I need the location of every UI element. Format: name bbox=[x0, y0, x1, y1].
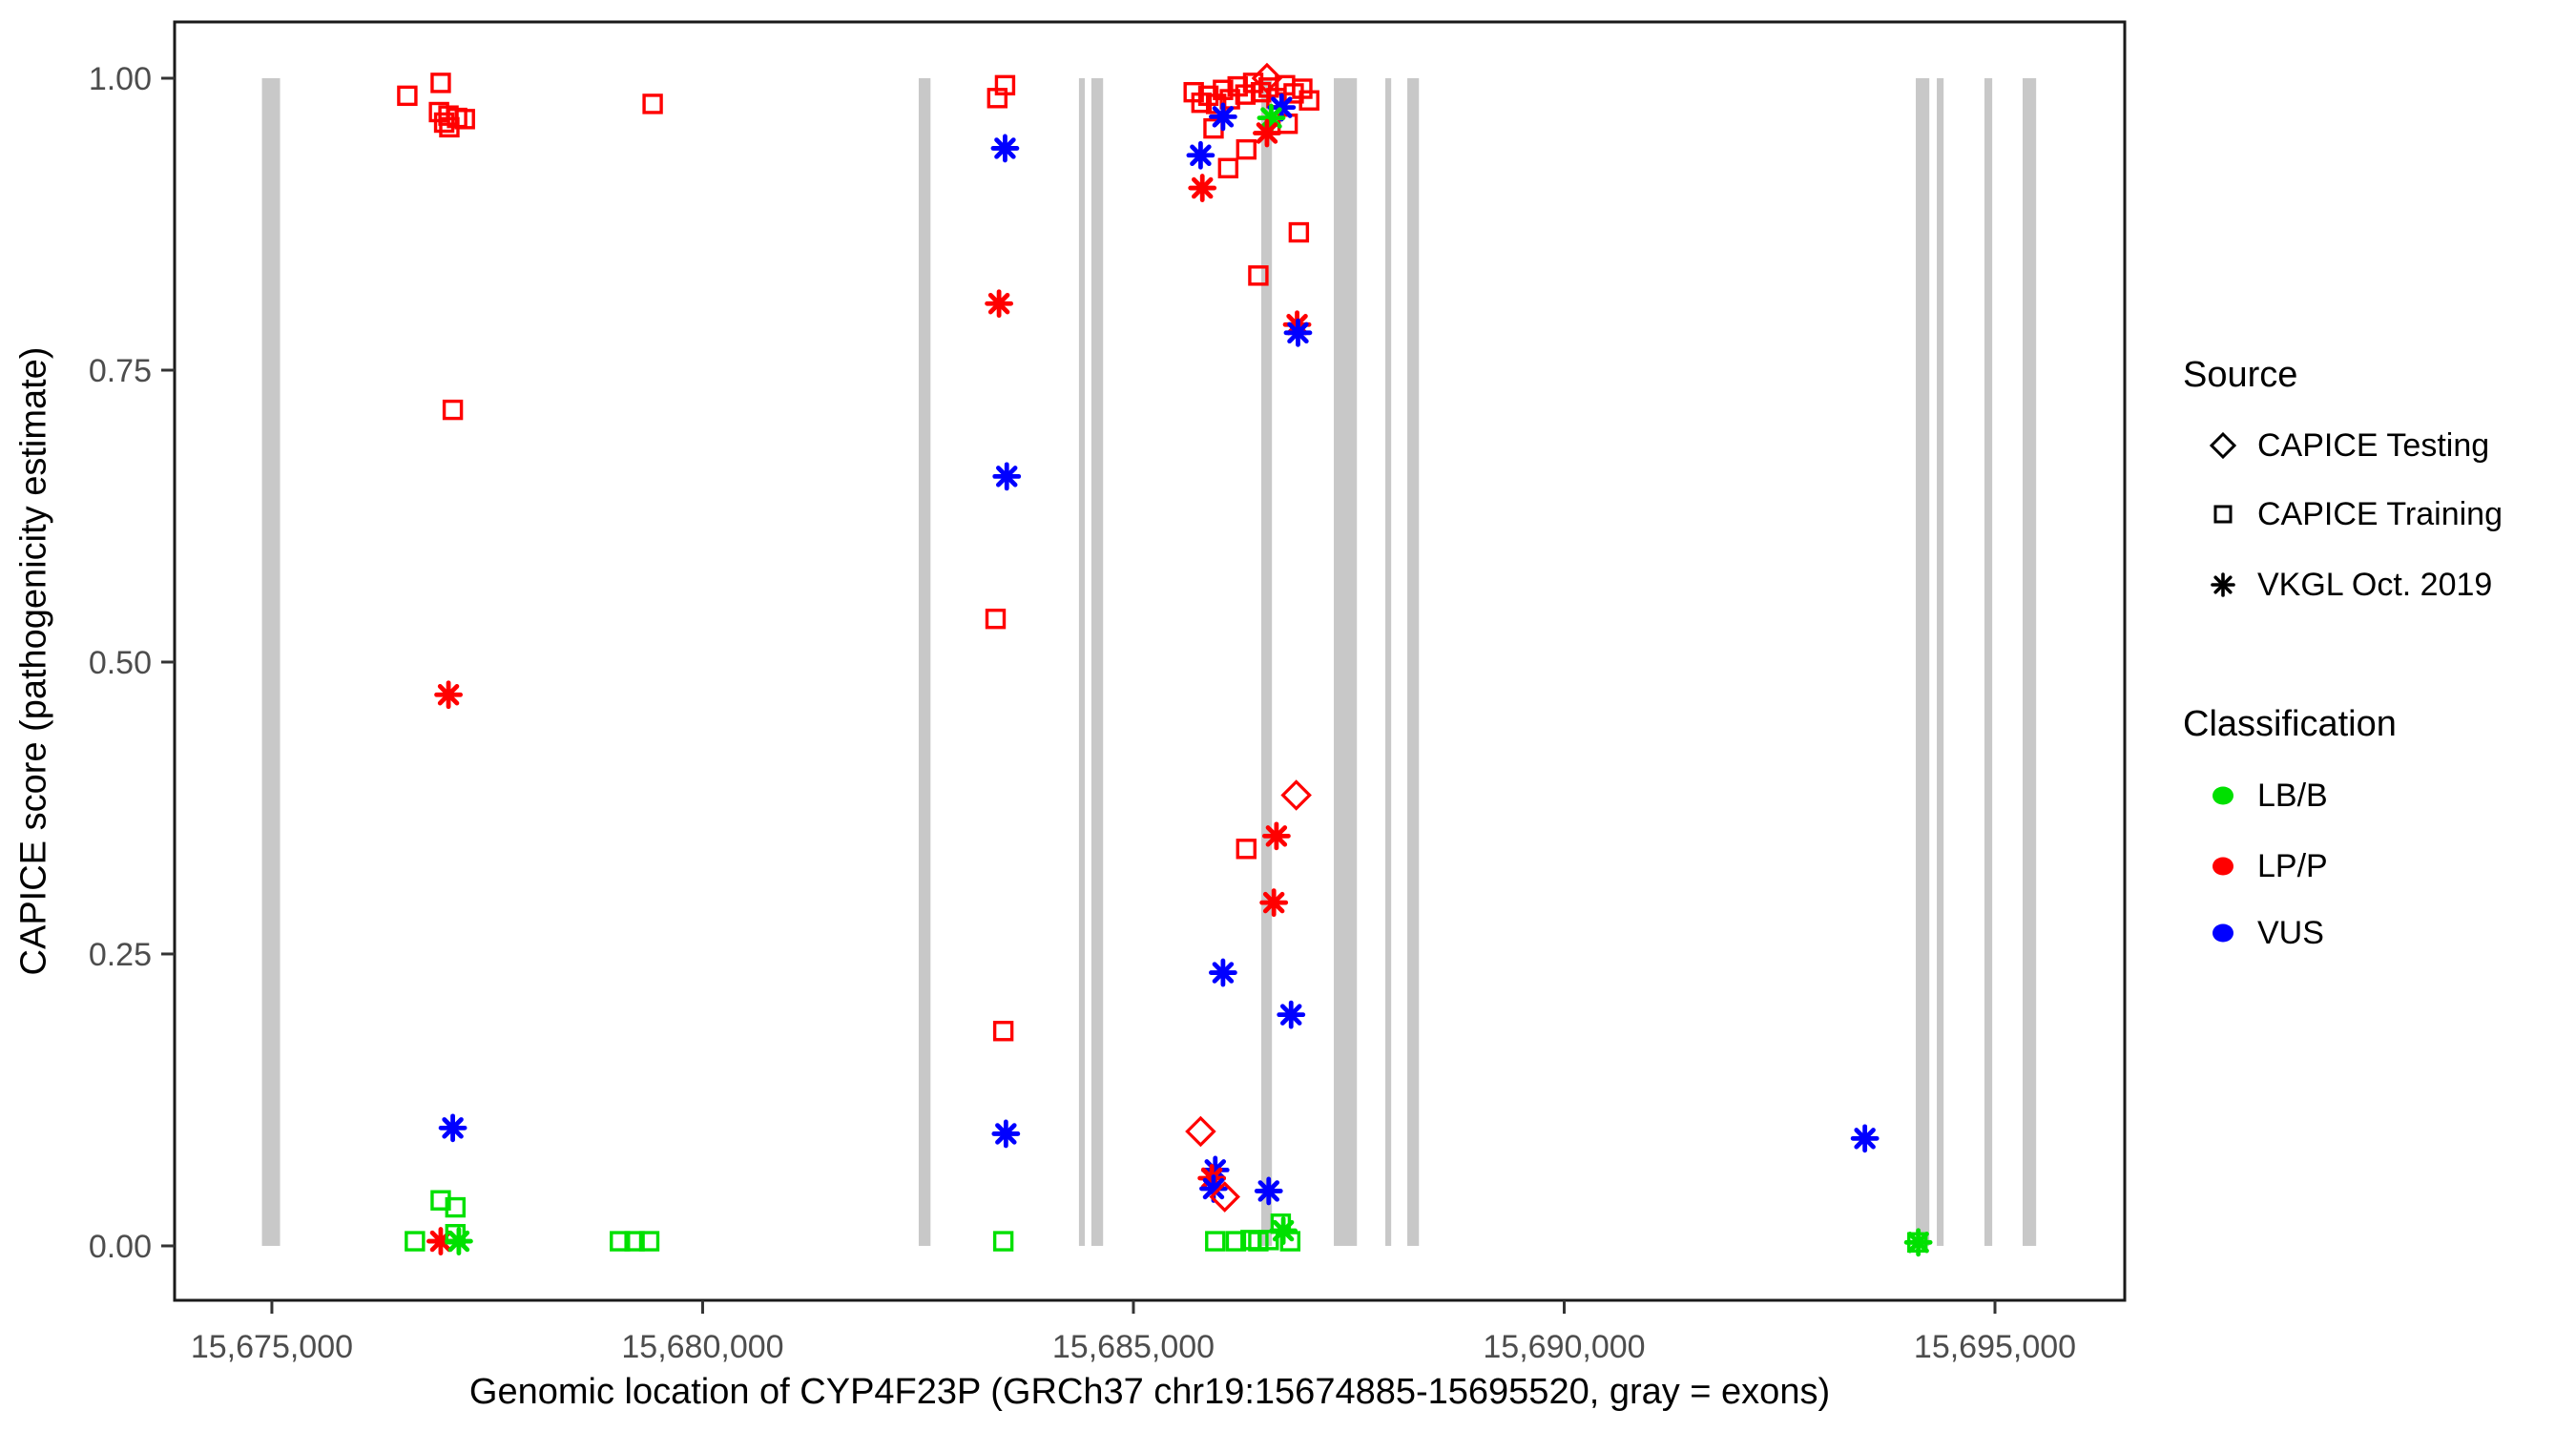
point-marker-asterisk bbox=[1202, 1177, 1225, 1200]
exon-bar bbox=[1385, 77, 1392, 1246]
point-marker-asterisk bbox=[1854, 1128, 1876, 1150]
point-marker-square bbox=[397, 85, 418, 107]
legend-source-title: Source bbox=[2183, 355, 2298, 395]
point-marker-square bbox=[430, 73, 451, 93]
exon-bar bbox=[1984, 77, 1993, 1246]
point-marker-square bbox=[638, 1231, 660, 1252]
point-marker-square bbox=[1205, 1231, 1226, 1252]
point-marker-square bbox=[1292, 78, 1313, 99]
point-marker-asterisk bbox=[1212, 962, 1235, 984]
y-tick-label: 0.50 bbox=[89, 645, 152, 681]
x-tick-label: 15,680,000 bbox=[621, 1329, 783, 1365]
y-axis-title: CAPICE score (pathogenicity estimate) bbox=[13, 346, 54, 976]
y-tick-label: 1.00 bbox=[89, 61, 152, 97]
exon-bar bbox=[1334, 77, 1358, 1246]
point-marker-asterisk bbox=[1279, 1004, 1302, 1026]
legend-item-class-1: LP/P bbox=[2198, 845, 2328, 887]
legend-item-label: CAPICE Training bbox=[2257, 495, 2503, 532]
point-marker-diamond bbox=[1251, 62, 1283, 94]
point-marker-square bbox=[1248, 1231, 1269, 1252]
point-marker-square bbox=[433, 112, 455, 134]
legend-dot-icon bbox=[2212, 923, 2233, 943]
exon-bar bbox=[1078, 77, 1086, 1246]
point-marker-square bbox=[1217, 157, 1239, 178]
point-marker-square bbox=[1279, 1231, 1301, 1252]
point-marker-asterisk bbox=[995, 466, 1018, 487]
point-marker-asterisk bbox=[1287, 321, 1309, 344]
point-marker-square bbox=[985, 608, 1007, 630]
point-marker-square bbox=[1298, 90, 1319, 111]
x-tick-label: 15,675,000 bbox=[191, 1329, 353, 1365]
point-marker-square bbox=[624, 1231, 645, 1252]
legend-dot-icon bbox=[2212, 786, 2233, 805]
point-marker-asterisk bbox=[1212, 106, 1235, 128]
legend-item-class-0: LB/B bbox=[2198, 775, 2328, 817]
legend-item-source-0: CAPICE Testing bbox=[2198, 425, 2489, 467]
point-marker-asterisk bbox=[1256, 122, 1278, 144]
exon-bar bbox=[1916, 77, 1930, 1246]
point-marker-square bbox=[610, 1231, 631, 1252]
point-marker-asterisk bbox=[1265, 825, 1288, 847]
point-marker-square bbox=[1236, 138, 1257, 160]
legend-dot-icon bbox=[2212, 857, 2233, 876]
legend-square-icon bbox=[2213, 505, 2233, 524]
point-marker-asterisk bbox=[1272, 1219, 1295, 1242]
point-marker-square bbox=[994, 74, 1016, 96]
point-marker-asterisk bbox=[1257, 1180, 1279, 1202]
point-marker-asterisk bbox=[1907, 1232, 1929, 1254]
point-marker-asterisk bbox=[437, 684, 460, 706]
legend-asterisk-icon bbox=[2211, 572, 2235, 597]
legend-item-label: VUS bbox=[2257, 914, 2324, 951]
y-tick-label: 0.25 bbox=[89, 937, 152, 973]
point-marker-asterisk bbox=[447, 1230, 470, 1253]
y-tick-label: 0.00 bbox=[89, 1229, 152, 1265]
point-marker-asterisk bbox=[1262, 891, 1285, 914]
exon-bar bbox=[1407, 77, 1420, 1246]
legend-item-class-2: VUS bbox=[2198, 912, 2324, 954]
point-marker-square bbox=[642, 93, 663, 114]
legend-item-label: CAPICE Testing bbox=[2257, 426, 2490, 464]
point-marker-square bbox=[992, 1231, 1014, 1252]
point-marker-square bbox=[1258, 1230, 1279, 1251]
exon-bar bbox=[1091, 77, 1104, 1246]
point-marker-asterisk bbox=[994, 137, 1016, 159]
legend-item-label: VKGL Oct. 2019 bbox=[2257, 566, 2493, 603]
point-marker-square bbox=[454, 109, 475, 130]
legend-classification-title: Classification bbox=[2183, 704, 2397, 744]
x-tick-label: 15,690,000 bbox=[1483, 1329, 1645, 1365]
x-tick-label: 15,685,000 bbox=[1052, 1329, 1215, 1365]
exon-bar bbox=[1260, 77, 1273, 1246]
point-marker-square bbox=[442, 399, 464, 421]
y-tick-label: 0.75 bbox=[89, 353, 152, 389]
exon-bar bbox=[918, 77, 931, 1246]
point-marker-square bbox=[405, 1231, 426, 1252]
point-marker-diamond bbox=[1280, 779, 1312, 811]
point-marker-diamond bbox=[1209, 1181, 1240, 1213]
legend-item-label: LB/B bbox=[2257, 777, 2328, 814]
panel-border bbox=[173, 20, 2127, 1302]
point-marker-asterisk bbox=[995, 1123, 1017, 1145]
legend-diamond-icon bbox=[2209, 431, 2237, 460]
legend-item-source-1: CAPICE Training bbox=[2198, 493, 2503, 535]
point-marker-square bbox=[1236, 839, 1257, 860]
legend-item-source-2: VKGL Oct. 2019 bbox=[2198, 564, 2492, 606]
point-marker-diamond bbox=[1185, 1115, 1216, 1148]
point-marker-asterisk bbox=[987, 292, 1010, 315]
legend-item-label: LP/P bbox=[2257, 847, 2328, 884]
point-marker-square bbox=[1248, 265, 1269, 286]
point-marker-square bbox=[992, 1021, 1014, 1042]
x-axis-title: Genomic location of CYP4F23P (GRCh37 chr… bbox=[468, 1372, 1831, 1412]
exon-bar bbox=[2022, 77, 2037, 1246]
point-marker-square bbox=[1288, 221, 1310, 243]
point-marker-square bbox=[1225, 1231, 1247, 1252]
exon-bar bbox=[261, 77, 280, 1246]
point-marker-asterisk bbox=[1190, 144, 1212, 167]
point-marker-asterisk bbox=[442, 1117, 464, 1139]
point-marker-square bbox=[445, 1196, 466, 1218]
x-tick-label: 15,695,000 bbox=[1914, 1329, 2076, 1365]
point-marker-asterisk bbox=[1191, 176, 1214, 199]
exon-bar bbox=[1937, 77, 1944, 1246]
